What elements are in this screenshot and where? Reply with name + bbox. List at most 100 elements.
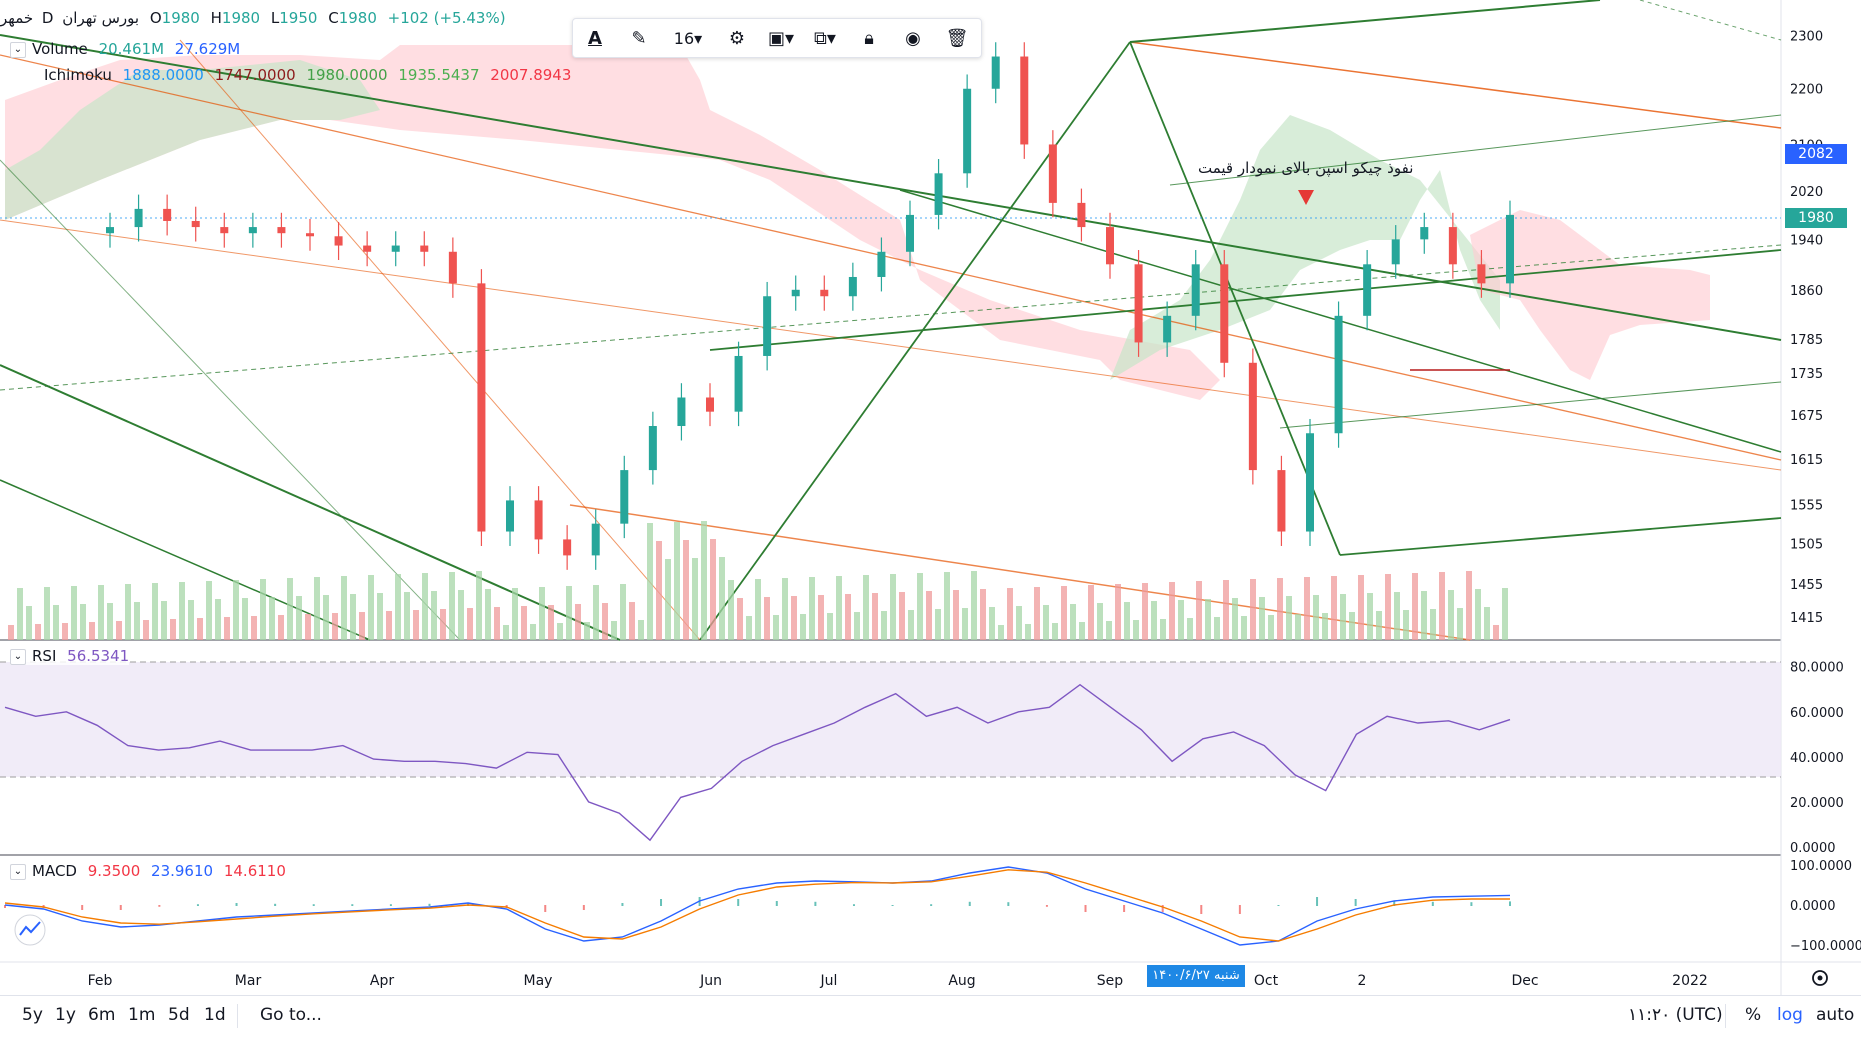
candle-body	[420, 245, 429, 252]
volume-bar	[692, 558, 698, 640]
volume-bar	[935, 609, 941, 640]
volume-bar	[206, 581, 212, 640]
range-1d-button[interactable]: 1d	[204, 1005, 226, 1025]
volume-bar	[773, 615, 779, 640]
candle-body	[220, 227, 229, 234]
trash-icon[interactable]: 🗑︎	[945, 27, 969, 49]
collapse-chevron-icon[interactable]: ⌄	[10, 863, 26, 880]
rsi-value: 56.5341	[67, 647, 130, 665]
signal-arrow-icon[interactable]	[1298, 190, 1314, 205]
divider	[237, 1004, 238, 1028]
utc-clock[interactable]: ۱۱:۲۰ (UTC)	[1628, 1005, 1723, 1025]
open-label: O	[149, 9, 162, 27]
volume-legend[interactable]: ⌄ Volume 20.461M 27.629M	[10, 40, 240, 58]
logo-icon[interactable]	[14, 914, 46, 946]
chart-annotation[interactable]: نفوذ چیکو اسپن بالای نمودار قیمت	[1198, 159, 1414, 177]
volume-bar	[35, 624, 41, 640]
lock-icon[interactable]: 🔒︎	[864, 27, 874, 49]
range-5y-button[interactable]: 5y	[22, 1005, 43, 1025]
divider	[1725, 1004, 1726, 1028]
volume-bar	[296, 596, 302, 640]
volume-bar	[368, 575, 374, 640]
rsi-legend[interactable]: ⌄ RSI 56.5341	[10, 647, 130, 665]
range-6m-button[interactable]: 6m	[88, 1005, 116, 1025]
eye-icon[interactable]: ◉	[905, 27, 921, 49]
time-axis-ticks[interactable]: Feb Mar Apr May Jun Jul Aug Sep Oct 2 Dec 2022	[88, 973, 1708, 989]
text-color-icon[interactable]: A	[588, 27, 602, 49]
rsi-axis-ticks[interactable]: 80.0000 60.0000 40.0000 20.0000 0.0000	[1790, 661, 1844, 856]
ichimoku-value-2: 1747.0000	[214, 66, 296, 84]
volume-bar	[1151, 601, 1157, 640]
volume-bar	[1286, 596, 1292, 640]
symbol-interval: D	[41, 9, 54, 27]
macd-histogram-bar	[1161, 905, 1164, 912]
fill-icon[interactable]: ▣▾	[767, 27, 795, 49]
log-toggle[interactable]: log	[1777, 1005, 1803, 1025]
volume-bar	[359, 612, 365, 640]
candle-body	[106, 227, 114, 234]
volume-bar	[728, 580, 734, 640]
candle-body	[1020, 56, 1029, 145]
price-axis-ticks[interactable]: 2300220021002020194018601785173516751615…	[1790, 30, 1823, 627]
collapse-chevron-icon[interactable]: ⌄	[10, 648, 26, 665]
secondary-price-tag: 2082	[1785, 144, 1847, 164]
rsi-tick-label: 0.0000	[1790, 841, 1836, 856]
candle-body	[934, 173, 943, 215]
macd-legend[interactable]: ⌄ MACD 9.3500 23.9610 14.6110	[10, 862, 286, 880]
volume-bar	[818, 595, 824, 640]
macd-value-1: 9.3500	[87, 862, 141, 880]
volume-bar	[629, 602, 635, 640]
macd-tick-label: 100.0000	[1790, 859, 1852, 874]
ichimoku-cloud-bear-2	[1470, 210, 1710, 380]
candle-body	[963, 88, 972, 174]
volume-bar	[638, 620, 644, 640]
auto-toggle[interactable]: auto	[1816, 1005, 1855, 1025]
collapse-chevron-icon[interactable]: ⌄	[10, 41, 26, 58]
volume-bar	[1376, 611, 1382, 640]
close-value: 1980	[338, 9, 377, 27]
macd-histogram-bar	[235, 903, 238, 906]
ichimoku-legend[interactable]: Ichimoku 1888.0000 1747.0000 1980.0000 1…	[44, 66, 571, 84]
volume-bar	[224, 617, 230, 640]
range-1y-button[interactable]: 1y	[55, 1005, 76, 1025]
volume-bar	[1016, 606, 1022, 640]
rsi-tick-label: 40.0000	[1790, 751, 1844, 766]
macd-axis-ticks[interactable]: 100.0000 0.0000 −100.0000	[1790, 859, 1861, 954]
volume-bar	[1079, 622, 1085, 640]
candle-body	[991, 56, 1000, 89]
volume-bar	[152, 583, 158, 640]
volume-bar	[665, 559, 671, 640]
symbol-name[interactable]: خمهر	[0, 9, 34, 27]
range-1m-button[interactable]: 1m	[128, 1005, 156, 1025]
volume-bar	[26, 606, 32, 640]
candle-body	[1220, 264, 1229, 363]
symbol-exchange: بورس تهران	[62, 9, 140, 27]
volume-bar	[1268, 615, 1274, 640]
range-5d-button[interactable]: 5d	[168, 1005, 190, 1025]
candle-body	[163, 208, 172, 221]
settings-gear-icon[interactable]	[1812, 970, 1828, 986]
volume-bar	[890, 574, 896, 640]
copy-icon[interactable]: ⧉▾	[814, 27, 836, 49]
volume-bar	[1034, 587, 1040, 640]
volume-bar	[836, 576, 842, 640]
symbol-legend[interactable]: خمهر D بورس تهران O1980 H1980 L1950 C198…	[0, 9, 506, 27]
macd-histogram-bar	[1277, 905, 1280, 906]
volume-bar	[1043, 605, 1049, 640]
time-tick-label: Aug	[948, 973, 975, 989]
gear-icon[interactable]: ⚙	[728, 27, 746, 49]
volume-bar	[1313, 595, 1319, 640]
volume-bar	[962, 608, 968, 640]
drawing-toolbar[interactable]: A ✎ 16 ▾ ⚙ ▣▾ ⧉▾ 🔒︎ ◉ 🗑︎	[572, 18, 982, 58]
volume-bar	[1448, 590, 1454, 640]
volume-bar	[1304, 577, 1310, 640]
candle-body	[534, 500, 543, 540]
font-size-select[interactable]: 16 ▾	[673, 28, 703, 48]
pencil-icon[interactable]: ✎	[631, 27, 647, 49]
volume-bar	[134, 602, 140, 640]
percent-toggle[interactable]: %	[1745, 1005, 1762, 1025]
goto-button[interactable]: Go to...	[260, 1005, 322, 1025]
volume-bar	[1421, 591, 1427, 640]
volume-bar	[215, 599, 221, 640]
